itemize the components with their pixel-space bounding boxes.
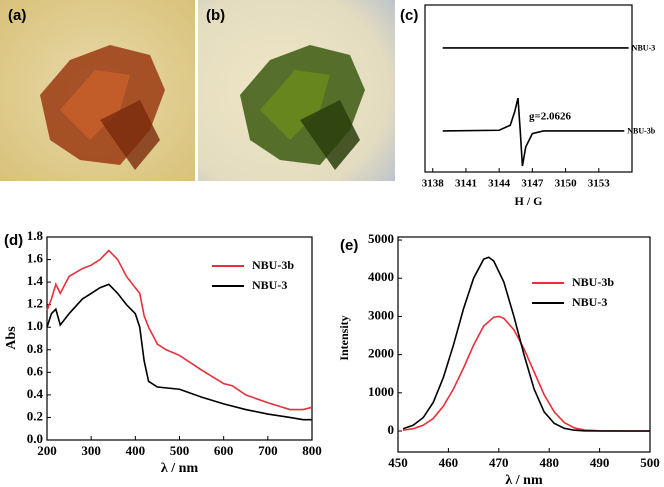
x-tick-label: 3147: [521, 178, 544, 190]
plot-frame: [397, 236, 651, 453]
series-line: [442, 97, 625, 167]
x-tick-label: 450: [388, 455, 408, 470]
x-tick-label: 470: [489, 455, 509, 470]
panel-label: (d): [4, 232, 23, 249]
x-tick-label: 460: [439, 455, 459, 470]
y-tick-label: 0.0: [27, 431, 43, 446]
series-line: [402, 256, 650, 432]
x-tick-label: 480: [539, 455, 559, 470]
x-tick-label: 490: [590, 455, 610, 470]
photo-b: [198, 0, 395, 181]
y-tick-label: 4000: [368, 269, 394, 284]
y-tick-label: 1.4: [27, 273, 44, 288]
y-axis-label: Abs: [4, 326, 19, 350]
x-axis-label: λ / nm: [161, 461, 199, 476]
legend-label: NBU-3b: [252, 258, 294, 272]
x-tick-label: 400: [126, 443, 146, 458]
x-tick-label: 3150: [555, 178, 578, 190]
y-tick-label: 5000: [368, 231, 394, 246]
y-tick-label: 1000: [368, 384, 394, 399]
y-tick-label: 1.2: [27, 296, 43, 311]
y-tick-label: 0.4: [27, 386, 44, 401]
x-tick-label: 3141: [455, 178, 477, 190]
photo-a: [0, 0, 195, 181]
series-label: NBU-3: [632, 44, 656, 53]
y-tick-label: 1.6: [27, 251, 44, 266]
panel-label: (e): [340, 237, 358, 254]
series-line: [402, 315, 650, 432]
legend-label: NBU-3: [572, 295, 607, 309]
y-axis-label: Intensity: [337, 315, 351, 360]
series-label: NBU-3b: [627, 127, 656, 136]
x-axis-label: H / G: [514, 194, 542, 208]
x-tick-label: 300: [81, 443, 101, 458]
x-tick-label: 200: [37, 443, 57, 458]
x-tick-label: 600: [214, 443, 234, 458]
x-tick-label: 500: [170, 443, 190, 458]
y-tick-label: 1.0: [27, 318, 43, 333]
x-tick-label: 500: [640, 455, 660, 470]
y-tick-label: 0.8: [27, 341, 44, 356]
annotation: g=2.0626: [529, 111, 572, 123]
y-tick-label: 3000: [368, 307, 394, 322]
panel-label: (b): [206, 7, 225, 24]
x-tick-label: 800: [302, 443, 322, 458]
y-tick-label: 0.6: [27, 363, 44, 378]
legend-label: NBU-3: [252, 278, 287, 292]
y-tick-label: 2000: [368, 346, 394, 361]
x-axis-label: λ / nm: [505, 473, 543, 487]
y-tick-label: 0: [388, 422, 395, 437]
series-line: [46, 283, 312, 421]
x-tick-label: 3138: [422, 178, 445, 190]
plot-frame: [424, 4, 633, 173]
panel-label: (c): [400, 7, 418, 24]
panel-label: (a): [8, 7, 26, 24]
series-line: [46, 249, 313, 411]
legend-label: NBU-3b: [572, 275, 614, 289]
x-tick-label: 700: [258, 443, 278, 458]
x-tick-label: 3144: [488, 178, 511, 190]
y-tick-label: 0.2: [27, 408, 43, 423]
y-tick-label: 1.8: [27, 228, 44, 243]
x-tick-label: 3153: [588, 178, 611, 190]
